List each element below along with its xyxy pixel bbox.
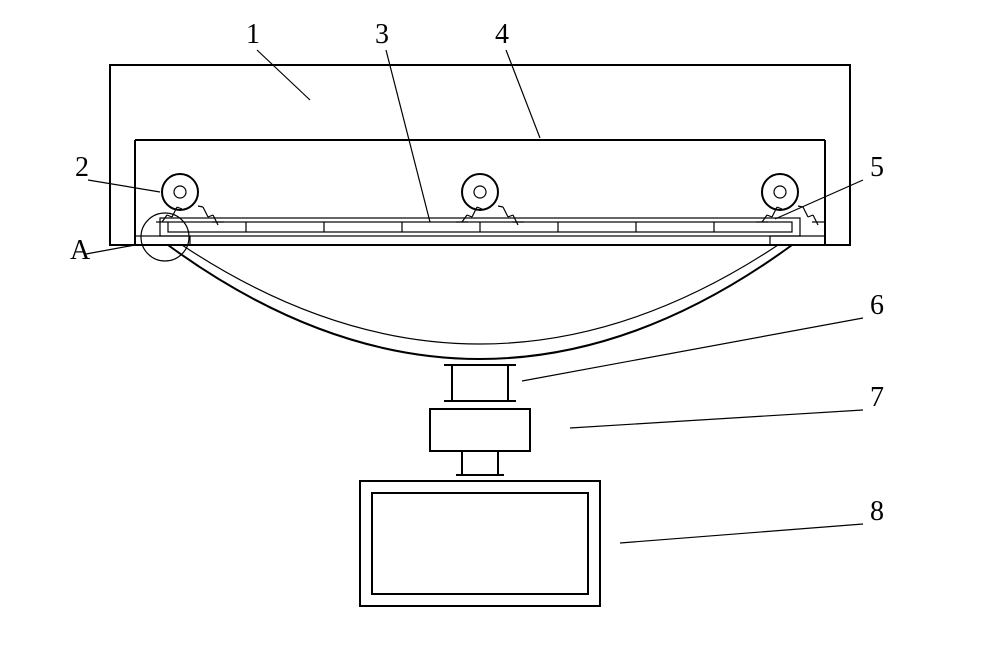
- svg-text:4: 4: [495, 19, 509, 50]
- svg-text:5: 5: [870, 152, 884, 183]
- svg-text:8: 8: [870, 496, 884, 527]
- svg-text:3: 3: [375, 19, 389, 50]
- svg-text:2: 2: [75, 152, 89, 183]
- svg-text:1: 1: [246, 19, 260, 50]
- svg-text:A: A: [70, 235, 91, 266]
- svg-text:6: 6: [870, 290, 884, 321]
- svg-text:7: 7: [870, 382, 884, 413]
